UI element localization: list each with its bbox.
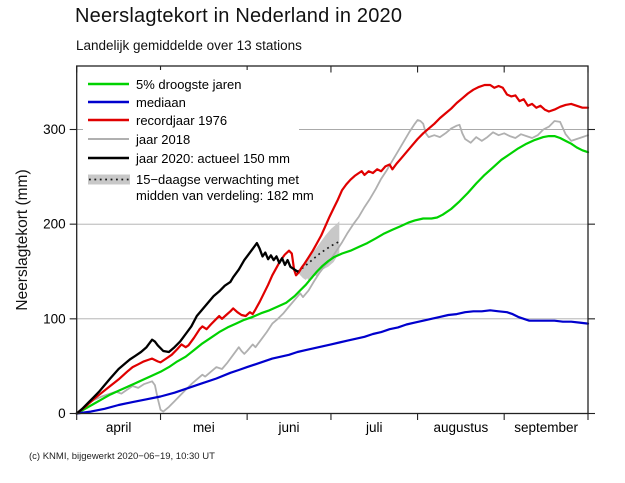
legend-label-verwachting-line2: midden van verdeling: 182 mm bbox=[136, 188, 314, 203]
series-line-jaar-2018 bbox=[75, 119, 589, 415]
x-tick-label-juni: juni bbox=[278, 420, 300, 435]
x-tick-label-september: september bbox=[514, 420, 578, 435]
series-line-5-droogste-jaren bbox=[75, 135, 590, 415]
y-tick-label-300: 300 bbox=[43, 122, 66, 137]
x-tick-label-april: april bbox=[106, 420, 132, 435]
series-line-mediaan bbox=[75, 309, 590, 415]
credit-line: (c) KNMI, bijgewerkt 2020−06−19, 10:30 U… bbox=[29, 451, 215, 462]
plot-frame bbox=[76, 65, 589, 415]
forecast-band bbox=[297, 221, 340, 281]
y-tick-label-100: 100 bbox=[43, 311, 66, 326]
forecast-median-dotted-line bbox=[296, 240, 340, 273]
x-tick-label-mei: mei bbox=[193, 420, 215, 435]
legend-label-verwachting-line1: 15−daagse verwachting met bbox=[136, 172, 299, 187]
legend-label-mediaan: mediaan bbox=[136, 95, 186, 110]
series-line-recordjaar-1976 bbox=[75, 83, 590, 415]
legend-label-jaar-2018: jaar 2018 bbox=[136, 132, 191, 147]
y-axis-label: Neerslagtekort (mm) bbox=[14, 169, 31, 311]
legend-band-swatch bbox=[88, 174, 130, 185]
y-tick-label-0: 0 bbox=[58, 406, 66, 421]
series-line-jaar-2020 bbox=[75, 241, 299, 415]
chart-title: Neerslagtekort in Nederland in 2020 bbox=[75, 5, 403, 27]
legend-label-jaar-2020: jaar 2020: actueel 150 mm bbox=[136, 151, 290, 166]
chart-subtitle: Landelijk gemiddelde over 13 stations bbox=[76, 38, 302, 53]
x-tick-label-augustus: augustus bbox=[433, 420, 488, 435]
x-tick-label-juli: juli bbox=[365, 420, 383, 435]
y-tick-label-200: 200 bbox=[43, 217, 66, 232]
legend-label-recordjaar-1976: recordjaar 1976 bbox=[136, 113, 228, 128]
legend-label-5pct-droogste: 5% droogste jaren bbox=[136, 77, 242, 92]
